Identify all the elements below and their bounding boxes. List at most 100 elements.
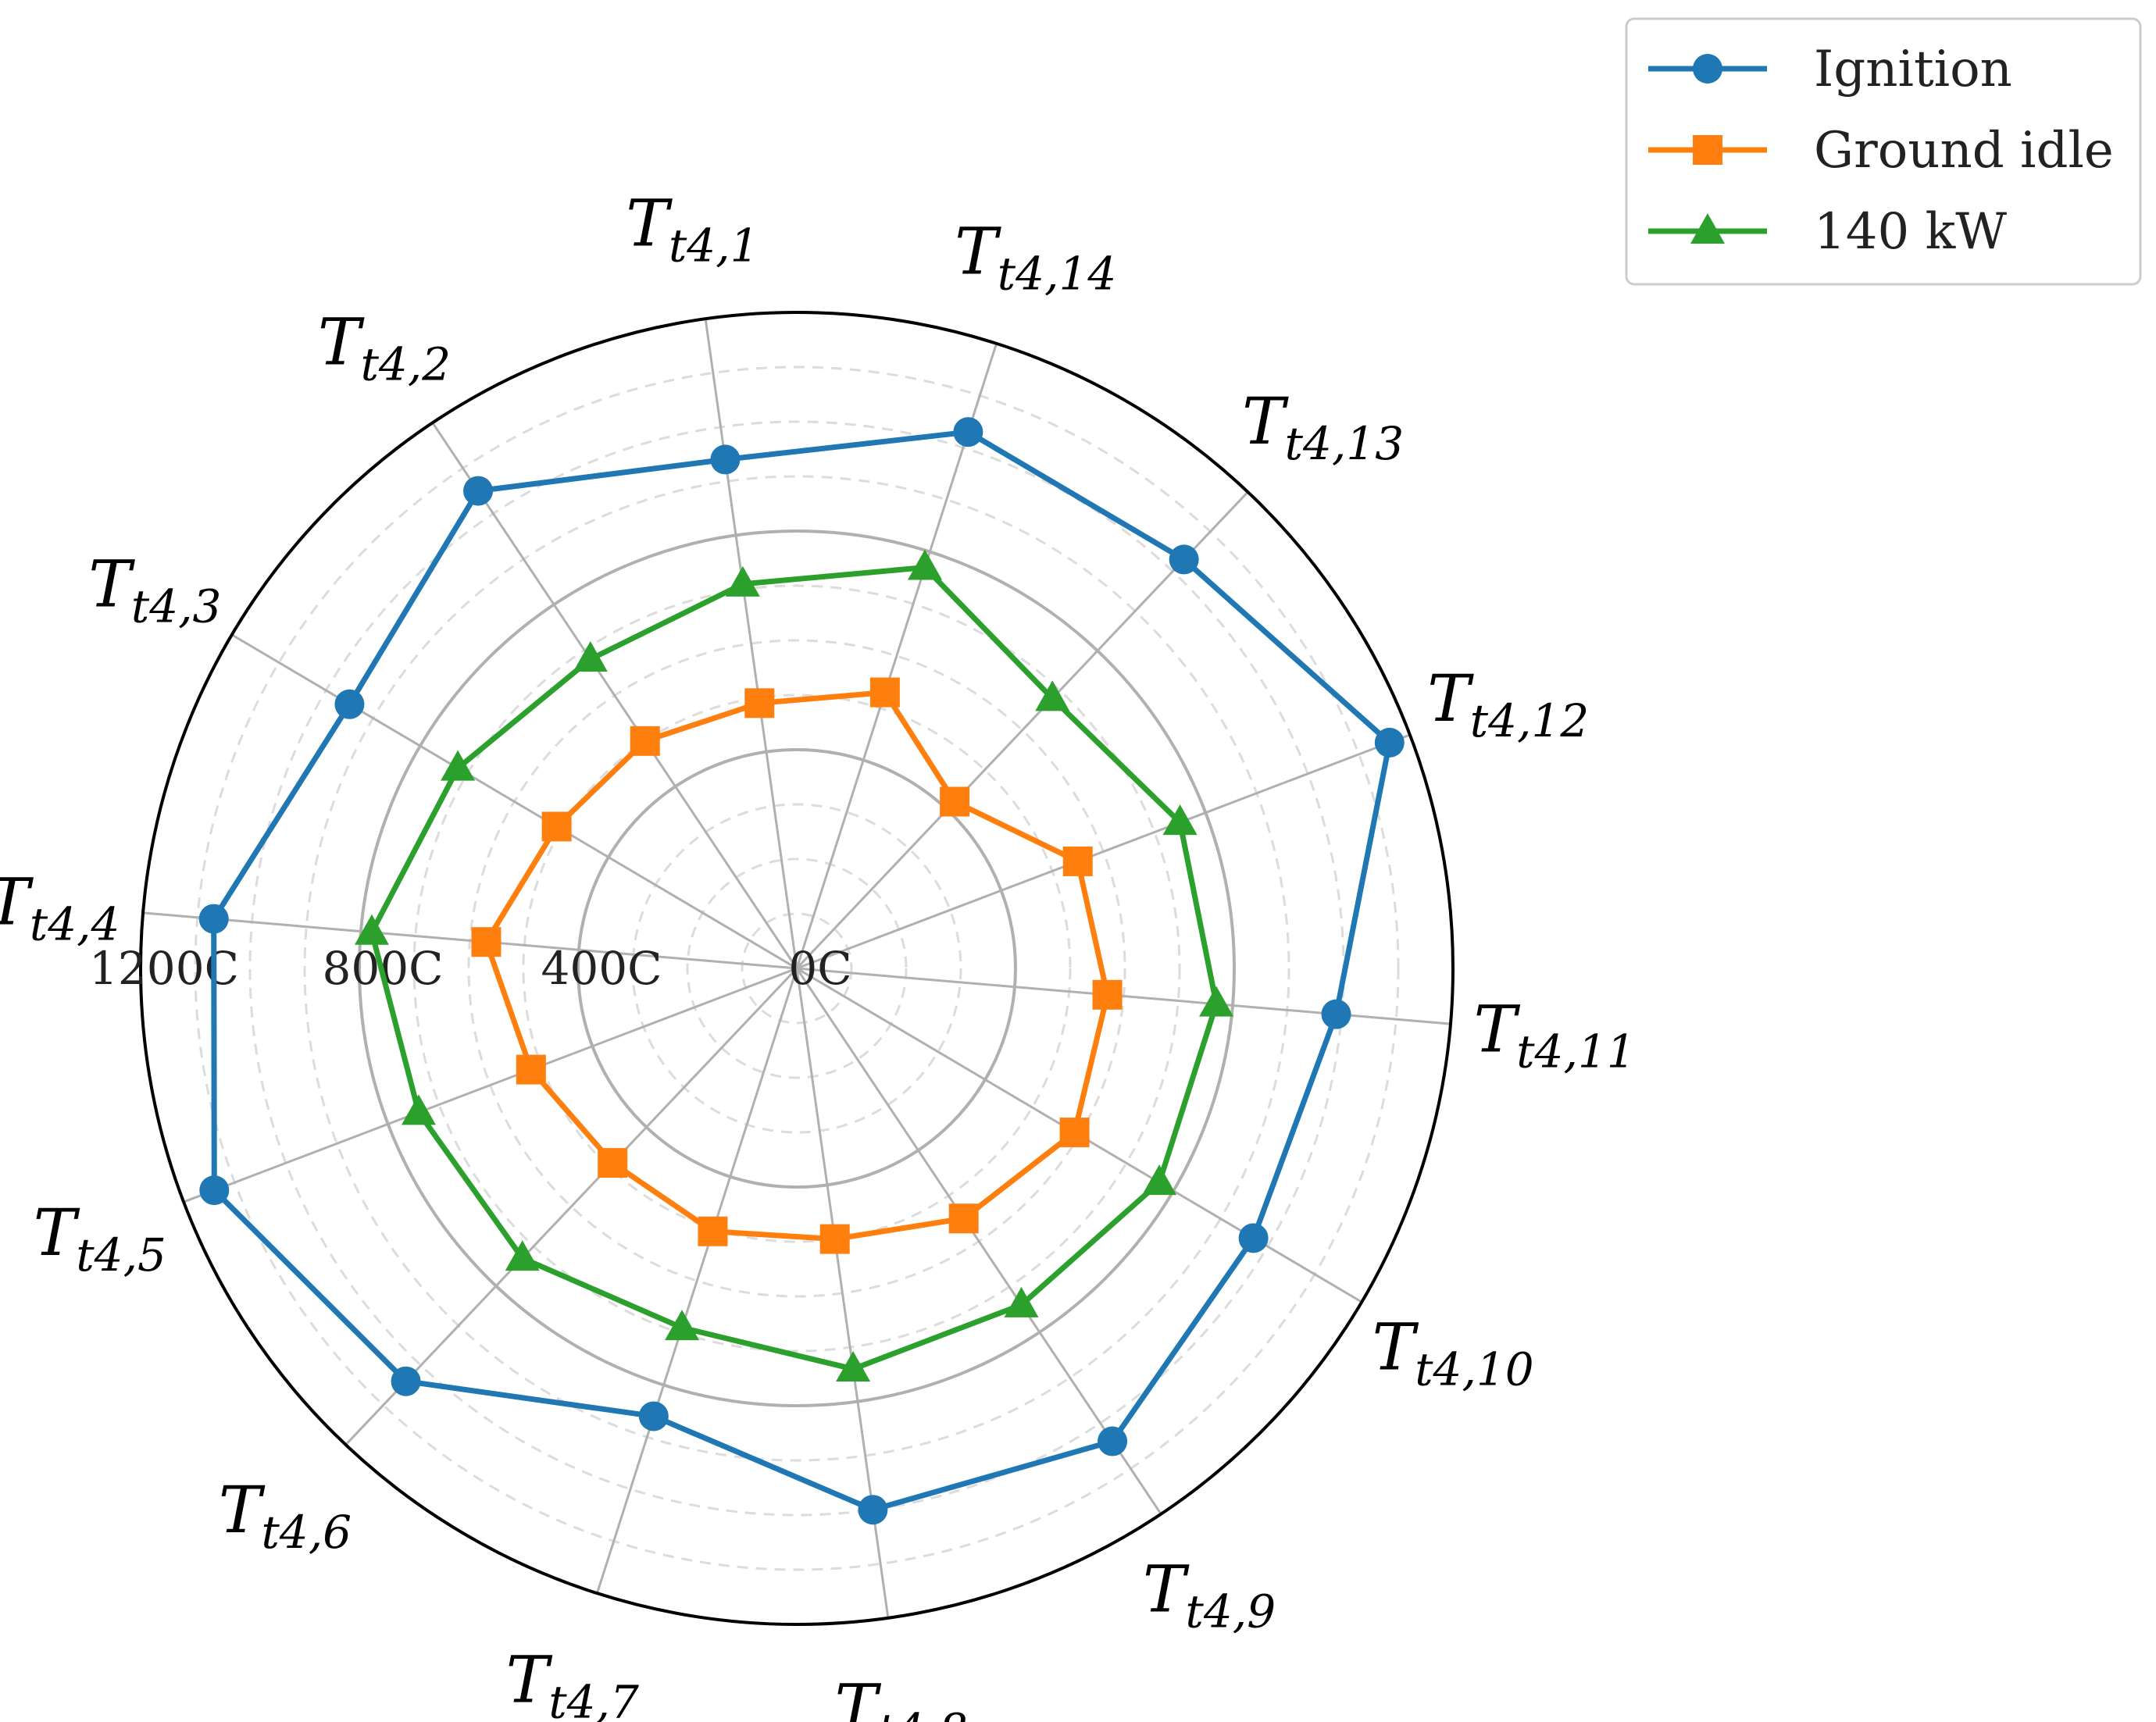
data-point xyxy=(198,904,229,934)
data-point xyxy=(505,1240,540,1271)
series-triangle xyxy=(354,549,1234,1382)
data-point xyxy=(1142,1164,1177,1196)
data-point xyxy=(441,750,476,781)
data-point xyxy=(391,1366,421,1396)
spoke-line xyxy=(142,911,798,970)
axis-label: Tt4,5 xyxy=(34,1196,166,1282)
axis-label: Tt4,10 xyxy=(1372,1310,1534,1396)
minor-gridline-circle xyxy=(631,803,962,1134)
axis-label: Tt4,2 xyxy=(318,305,451,390)
spoke-line xyxy=(183,967,798,1203)
data-point xyxy=(948,1203,979,1234)
major-gridline-circle xyxy=(576,748,1017,1189)
data-point xyxy=(1092,979,1123,1010)
axis-label: Tt4,13 xyxy=(1242,385,1404,470)
radial-tick-label: 400C xyxy=(541,942,662,995)
data-point xyxy=(1098,1426,1128,1456)
axis-label: Tt4,14 xyxy=(955,216,1116,301)
axis-label: Tt4,1 xyxy=(626,187,759,272)
major-gridline-circle xyxy=(358,529,1236,1407)
legend-marker xyxy=(1693,54,1722,84)
series-square xyxy=(471,677,1123,1254)
legend-entry: 140 kW xyxy=(1648,203,2007,261)
radial-tick-label: 0C xyxy=(788,942,851,995)
data-point xyxy=(401,1094,436,1125)
minor-gridline-circle xyxy=(412,584,1181,1353)
data-point xyxy=(1062,846,1093,876)
data-point xyxy=(598,1148,628,1178)
legend-label: Ground idle xyxy=(1814,122,2114,180)
legend-entry: Ground idle xyxy=(1648,122,2114,180)
spoke-line xyxy=(704,318,798,969)
spoke-line xyxy=(795,490,1249,970)
data-point xyxy=(199,1175,230,1206)
legend-label: Ignition xyxy=(1814,41,2012,98)
data-point xyxy=(858,1495,888,1525)
series-circle xyxy=(198,417,1405,1525)
legend-frame xyxy=(1625,17,2142,286)
axis-label: Tt4,6 xyxy=(219,1474,352,1559)
angular-spokes xyxy=(142,318,1451,1619)
data-point xyxy=(744,688,775,718)
axis-label: Tt4,7 xyxy=(506,1643,639,1722)
legend-marker xyxy=(1693,135,1722,165)
spoke-line xyxy=(344,967,798,1446)
legend-items: Ignition Ground idle 140 kW xyxy=(1648,41,2114,261)
minor-gridline-circle xyxy=(194,365,1400,1571)
axis-label: Tt4,8 xyxy=(834,1672,967,1722)
data-point xyxy=(630,726,660,756)
data-point xyxy=(541,811,572,842)
data-point xyxy=(908,549,943,580)
spoke-line xyxy=(231,633,798,970)
data-point xyxy=(1374,727,1405,758)
data-point xyxy=(573,641,608,672)
axis-label: Tt4,9 xyxy=(1143,1553,1276,1638)
polar-frame xyxy=(139,311,1455,1626)
axis-label: Tt4,3 xyxy=(88,548,221,633)
data-point xyxy=(819,1224,850,1254)
minor-gridline-circle xyxy=(522,693,1072,1243)
spoke-line xyxy=(795,343,998,969)
data-point xyxy=(471,927,502,957)
data-point xyxy=(869,677,900,708)
data-point xyxy=(953,417,983,447)
spoke-line xyxy=(431,422,798,969)
axis-label: Tt4,12 xyxy=(1427,662,1589,747)
spoke-line xyxy=(595,968,798,1594)
data-point xyxy=(836,1350,871,1382)
data-point xyxy=(1035,680,1070,711)
data-point xyxy=(354,914,389,945)
legend-entry: Ignition xyxy=(1648,41,2012,98)
data-point xyxy=(725,565,760,597)
data-point xyxy=(1238,1223,1269,1253)
minor-gridline-circle xyxy=(741,912,853,1025)
legend-label: 140 kW xyxy=(1814,203,2007,261)
data-point xyxy=(463,476,494,506)
axis-label: Tt4,11 xyxy=(1474,993,1636,1078)
minor-gridline-circle xyxy=(686,857,908,1079)
data-point xyxy=(516,1054,546,1085)
data-series xyxy=(198,417,1405,1525)
angular-axis-labels: Tt4,1 Tt4,2 Tt4,3 Tt4,4 Tt4,5 Tt4,6 Tt4,7 Tt4,8… xyxy=(0,187,1636,1722)
data-point xyxy=(698,1216,728,1246)
data-point xyxy=(1162,804,1198,836)
data-point xyxy=(1321,999,1351,1029)
data-point xyxy=(710,444,741,475)
data-point xyxy=(334,689,365,719)
legend: Ignition Ground idle 140 kW xyxy=(1625,17,2142,286)
data-point xyxy=(1199,986,1234,1017)
legend-marker xyxy=(1690,213,1725,244)
axis-label: Tt4,4 xyxy=(0,866,120,951)
minor-gridline-circle xyxy=(467,639,1126,1298)
data-point xyxy=(665,1310,700,1341)
minor-gridline-circle xyxy=(303,475,1290,1462)
spoke-line xyxy=(796,733,1411,970)
data-point xyxy=(1169,544,1199,575)
spoke-line xyxy=(795,968,1162,1515)
data-point xyxy=(940,786,970,817)
data-point xyxy=(1059,1118,1090,1148)
data-point xyxy=(1004,1286,1039,1317)
data-point xyxy=(638,1401,669,1431)
